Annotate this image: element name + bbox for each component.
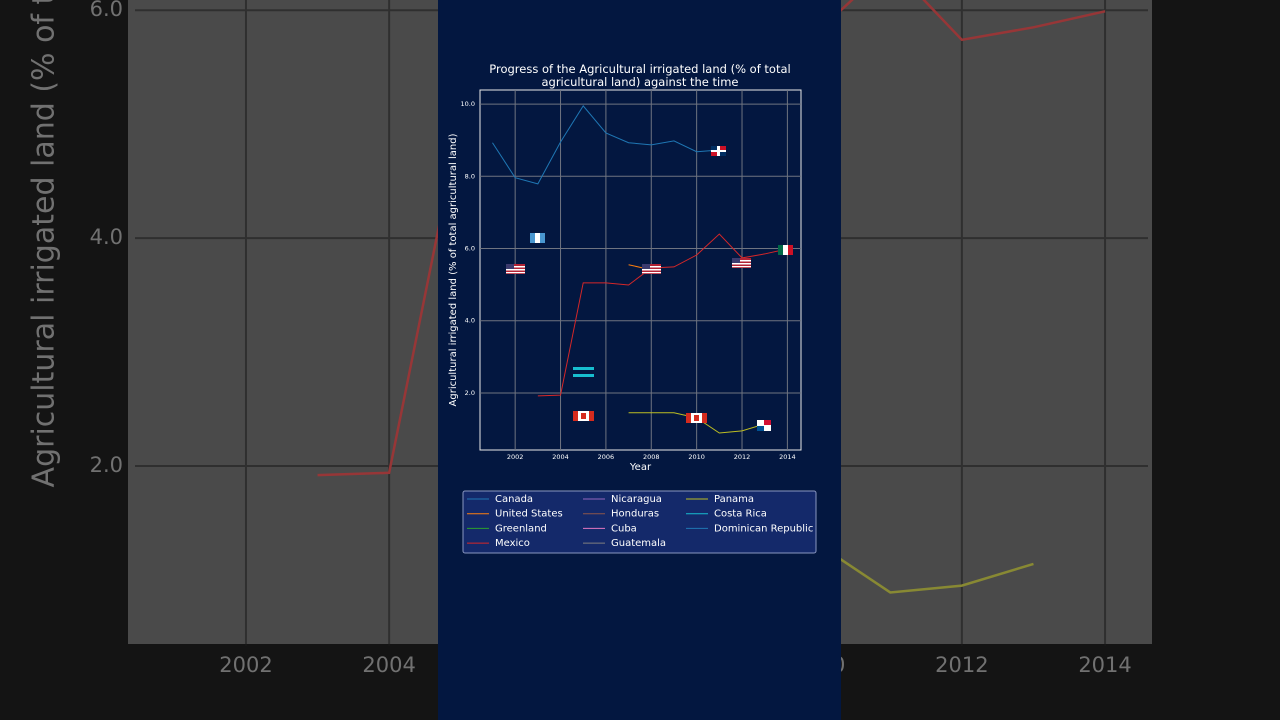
legend-label: Greenland <box>495 523 547 534</box>
y-tick-label: 2.0 <box>90 453 123 477</box>
flag-costa-rica <box>573 367 594 377</box>
series-line <box>492 105 720 185</box>
legend: Canada United States Greenland Mexico Nicara… <box>462 490 817 554</box>
flag-usa <box>642 264 661 274</box>
y-tick-label: 2.0 <box>465 389 475 397</box>
x-tick-label: 2004 <box>552 453 569 461</box>
plot-area <box>479 89 802 451</box>
x-tick-label: 2014 <box>779 453 796 461</box>
y-axis-label: Agricultural irrigated land (% of total … <box>448 133 459 406</box>
flag-usa <box>732 258 751 268</box>
legend-label: Dominican Republic <box>714 523 813 534</box>
legend-label: Cuba <box>611 523 637 534</box>
flags <box>506 146 793 431</box>
flag-panama <box>757 420 771 431</box>
flag-dominican-republic <box>711 146 726 156</box>
legend-label: Panama <box>714 494 754 505</box>
x-tick-label: 2002 <box>219 653 272 677</box>
center-panel <box>438 0 841 720</box>
x-tick-label: 2006 <box>598 453 615 461</box>
x-tick-label: 2010 <box>688 453 705 461</box>
x-tick-label: 2002 <box>507 453 524 461</box>
flag-guatemala <box>530 233 545 243</box>
y-tick-label: 8.0 <box>465 172 475 180</box>
legend-box <box>462 490 817 554</box>
legend-label: Guatemala <box>611 538 666 549</box>
x-tick-label: 2012 <box>734 453 751 461</box>
series-line <box>537 233 788 397</box>
flag-usa <box>506 264 525 274</box>
x-tick-label: 2014 <box>1078 653 1131 677</box>
x-axis-label: Year <box>629 462 652 473</box>
legend-label: Costa Rica <box>714 509 767 520</box>
legend-label: Canada <box>495 494 533 505</box>
legend-label: United States <box>495 509 563 520</box>
legend-label: Nicaragua <box>611 494 662 505</box>
flag-canada <box>573 411 594 421</box>
x-tick-label: 2012 <box>935 653 988 677</box>
y-tick-label: 10.0 <box>461 100 475 108</box>
y-tick-label: 4.0 <box>90 225 123 249</box>
chart-title: Progress of the Agricultural irrigated l… <box>489 62 791 89</box>
y-tick-label: 4.0 <box>465 317 475 325</box>
x-tick-label: 2008 <box>643 453 660 461</box>
legend-label: Mexico <box>495 538 530 549</box>
y-axis-label: Agricultural irrigated land (% of total … <box>27 0 62 487</box>
y-tick-label: 6.0 <box>90 0 123 21</box>
x-tick-label: 2004 <box>362 653 415 677</box>
flag-canada <box>686 413 707 423</box>
legend-label: Honduras <box>611 509 659 520</box>
flag-mexico <box>778 245 793 255</box>
y-tick-label: 6.0 <box>465 245 475 253</box>
